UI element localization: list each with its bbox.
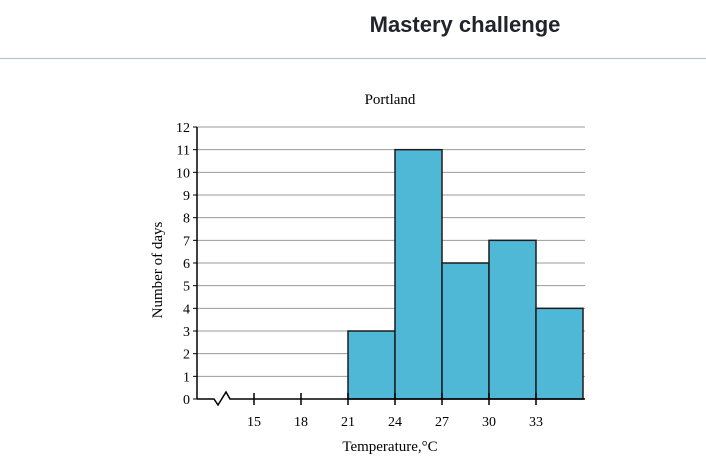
histogram-bar bbox=[441, 262, 490, 400]
x-tick-label: 21 bbox=[341, 415, 355, 430]
axes bbox=[193, 126, 585, 407]
y-tick-label: 10 bbox=[176, 166, 190, 181]
y-tick-label: 0 bbox=[183, 393, 190, 408]
x-tick-label: 33 bbox=[529, 415, 543, 430]
y-tick-label: 3 bbox=[183, 325, 190, 340]
page-header: Mastery challenge bbox=[0, 0, 706, 59]
chart-title: Portland bbox=[365, 92, 416, 108]
y-tick-label: 9 bbox=[183, 189, 190, 204]
y-tick-label: 6 bbox=[183, 257, 190, 272]
x-axis-line bbox=[197, 390, 585, 407]
x-tick-label: 27 bbox=[435, 415, 449, 430]
y-tick-label: 8 bbox=[183, 212, 190, 227]
histogram-bar bbox=[394, 148, 443, 400]
y-axis-label: Number of days bbox=[150, 222, 166, 319]
x-axis-label: Temperature,°C bbox=[342, 439, 437, 455]
y-tick-label: 5 bbox=[183, 280, 190, 295]
x-tick-label: 15 bbox=[247, 415, 261, 430]
y-tick-label: 4 bbox=[183, 302, 190, 317]
y-tick-label: 12 bbox=[176, 121, 190, 136]
y-tick-label: 11 bbox=[177, 144, 190, 159]
y-tick-label: 1 bbox=[183, 370, 190, 385]
x-tick-label: 24 bbox=[388, 415, 402, 430]
x-tick-label: 18 bbox=[294, 415, 308, 430]
y-tick-label: 7 bbox=[183, 234, 190, 249]
histogram-bar bbox=[347, 330, 396, 400]
histogram-bar bbox=[535, 307, 584, 400]
histogram-bar bbox=[488, 239, 537, 400]
page-title: Mastery challenge bbox=[369, 12, 561, 37]
bars bbox=[347, 148, 584, 400]
y-tick-label: 2 bbox=[183, 348, 190, 363]
x-tick-label: 30 bbox=[482, 415, 496, 430]
x-tick-labels: 15 18 21 24 27 30 33 bbox=[247, 415, 543, 430]
